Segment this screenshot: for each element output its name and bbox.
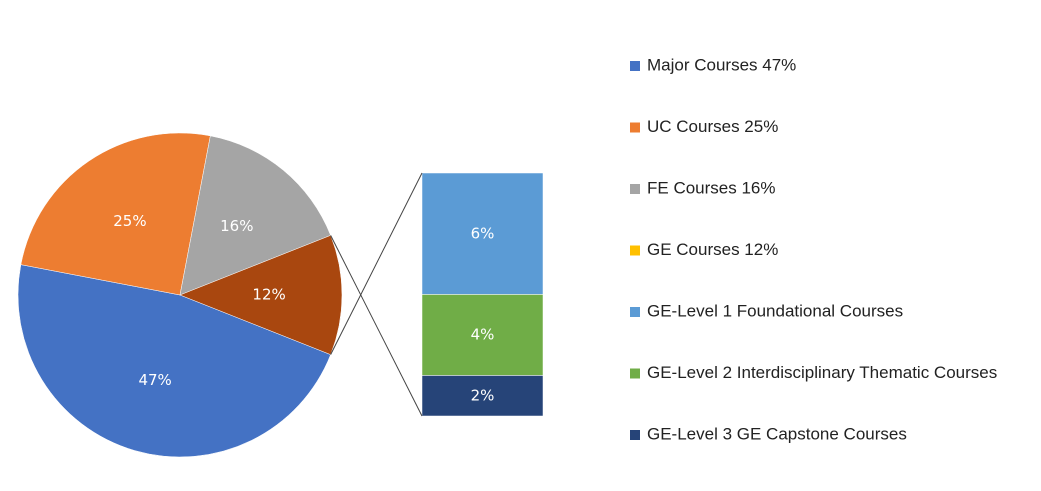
legend-swatch (630, 368, 640, 379)
legend-label: Major Courses 47% (647, 55, 796, 74)
connector-line (330, 235, 423, 417)
data-label: 4% (471, 326, 495, 344)
bar-segment (421, 172, 544, 295)
pie-slice (179, 235, 343, 355)
data-label: 6% (471, 224, 495, 242)
legend-swatch (630, 245, 640, 256)
connector-line (330, 172, 423, 355)
pie-slice (17, 264, 331, 458)
data-label: 47% (138, 371, 171, 389)
legend-label: GE-Level 2 Interdisciplinary Thematic Co… (647, 363, 997, 382)
legend-swatch (630, 430, 640, 440)
data-label: 12% (252, 286, 285, 304)
bar-segment (421, 375, 544, 417)
legend-swatch (630, 122, 640, 133)
legend-swatch (630, 307, 640, 317)
pie-slice (20, 132, 211, 296)
pie-slice (179, 135, 331, 296)
data-label: 25% (113, 212, 146, 230)
data-label: 16% (220, 217, 253, 235)
legend-label: FE Courses 16% (647, 178, 776, 197)
legend-swatch (630, 184, 640, 194)
legend-swatch (630, 61, 640, 71)
data-label: 2% (471, 386, 495, 404)
legend-label: GE Courses 12% (647, 240, 778, 259)
legend-label: UC Courses 25% (647, 117, 778, 136)
bar-segment (421, 294, 544, 376)
legend-label: GE-Level 1 Foundational Courses (647, 301, 903, 320)
legend-label: GE-Level 3 GE Capstone Courses (647, 424, 907, 443)
